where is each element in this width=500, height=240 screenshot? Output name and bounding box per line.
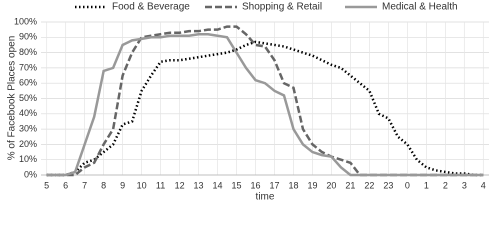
x-tick-label: 3	[462, 180, 467, 190]
x-tick-label: 16	[251, 180, 261, 190]
x-tick-label: 13	[194, 180, 204, 190]
x-tick-label: 5	[44, 180, 49, 190]
x-tick-label: 15	[232, 180, 242, 190]
x-tick-label: 22	[364, 180, 374, 190]
x-tick-label: 19	[307, 180, 317, 190]
chart: % of Facebook Places open time 0% 10% 20% 3…	[7, 2, 489, 203]
page: {"chart_data": {"type": "line", "x_label…	[6, 1, 489, 203]
y-tick-label: 60%	[19, 78, 37, 88]
x-tick-label: 8	[101, 180, 106, 190]
y-tick-label: 80%	[19, 47, 37, 57]
y-tick-label: 40%	[19, 108, 37, 118]
line-series	[46, 25, 484, 177]
legend-label: Shopping & Retail	[242, 2, 322, 13]
x-tick-label: 9	[120, 180, 125, 190]
x-tick-label: 23	[383, 180, 393, 190]
x-tick-label: 21	[345, 180, 355, 190]
x-tick-label: 18	[288, 180, 298, 190]
legend-label: Medical & Health	[382, 2, 458, 13]
y-tick-label: 70%	[19, 62, 37, 72]
x-tick-label: 11	[156, 180, 165, 190]
x-axis-title: time	[256, 192, 275, 203]
x-tick-label: 12	[175, 180, 185, 190]
x-tick-label: 20	[326, 180, 336, 190]
y-tick-label: 100%	[14, 16, 37, 26]
y-tick-label: 20%	[19, 139, 37, 149]
x-tick-label: 14	[213, 180, 223, 190]
x-tick-label: 1	[424, 180, 429, 190]
y-tick-label: 10%	[19, 154, 37, 164]
line-series	[46, 40, 484, 177]
x-tick-label: 2	[443, 180, 448, 190]
x-tick-label: 10	[137, 180, 147, 190]
legend-label: Food & Beverage	[112, 2, 190, 13]
x-tick-label: 4	[481, 180, 486, 190]
x-tick-label: 0	[405, 180, 410, 190]
x-tick-label: 6	[63, 180, 68, 190]
legend: Food & Beverage Shopping & Retail Medical …	[75, 2, 458, 13]
line-series	[46, 32, 484, 177]
y-tick-label: 90%	[19, 32, 37, 42]
y-tick-label: 0%	[24, 169, 37, 179]
y-tick-label: 30%	[19, 123, 37, 133]
y-axis-title: % of Facebook Places open	[7, 36, 18, 161]
x-tick-label: 7	[82, 180, 87, 190]
x-tick-label: 17	[269, 180, 279, 190]
y-tick-label: 50%	[19, 93, 37, 103]
